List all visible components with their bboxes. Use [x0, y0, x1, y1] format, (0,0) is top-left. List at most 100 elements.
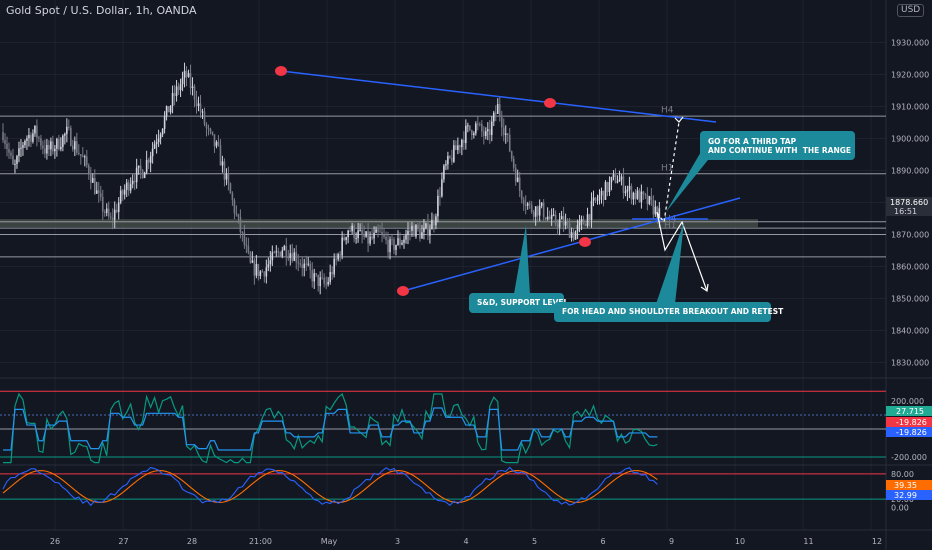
candle-body: [554, 214, 557, 224]
candle-body: [185, 70, 188, 77]
candle-body: [482, 131, 485, 136]
candle-body: [199, 103, 202, 113]
candle-body: [578, 221, 581, 226]
candle-body: [187, 73, 190, 77]
candle-body: [16, 156, 18, 164]
stoch-d-tag: [886, 480, 932, 490]
candle-body: [80, 154, 82, 156]
candle-body: [433, 220, 435, 226]
candle-body: [654, 206, 657, 215]
candle-body: [159, 134, 162, 139]
stoch-d-line: [2, 469, 658, 504]
candle-body: [363, 234, 365, 237]
price-axis-label: 1860.000: [891, 263, 929, 272]
candle-body: [612, 174, 615, 178]
candle-body: [626, 189, 629, 192]
candle-body: [504, 133, 507, 135]
candle-body: [139, 165, 142, 171]
candle-body: [490, 121, 493, 135]
candle-body: [455, 145, 457, 150]
candle-body: [465, 125, 467, 144]
candle-body: [618, 179, 621, 182]
candle-body: [289, 253, 292, 258]
level-label: H1: [664, 221, 677, 231]
candle-body: [197, 103, 200, 107]
candle-body: [486, 129, 489, 132]
callout-pointer-breakout: [656, 222, 684, 304]
candle-body: [91, 178, 94, 183]
candle-body: [584, 224, 587, 226]
candle-body: [598, 195, 601, 200]
candle-body: [241, 232, 244, 234]
candle-body: [550, 214, 553, 219]
candle-body: [552, 214, 555, 216]
candle-body: [74, 141, 76, 150]
trend-line-lower: [402, 197, 741, 292]
candle-body: [395, 245, 397, 250]
candle-body: [143, 172, 146, 179]
candle-body: [247, 246, 250, 253]
candle-body: [548, 216, 551, 219]
candle-body: [413, 225, 415, 237]
candle-body: [445, 164, 447, 166]
callout-third-tap: GO FOR A THIRD TAP AND CONTINUE WITH THE…: [700, 131, 855, 160]
candle-body: [367, 231, 369, 244]
bar-countdown: 16:51: [894, 207, 917, 216]
candle-body: [111, 217, 114, 220]
candle-body: [435, 216, 437, 226]
time-axis-label: 12: [872, 537, 882, 546]
candle-body: [568, 223, 571, 238]
stoch-k-line: [2, 466, 658, 507]
candle-body: [58, 138, 60, 150]
callout-pointer-third-tap: [666, 150, 712, 212]
candle-body: [303, 263, 306, 269]
candle-body: [4, 140, 6, 144]
candle-body: [457, 145, 459, 150]
candle-body: [291, 253, 294, 261]
candle-body: [425, 223, 427, 228]
candle-body: [379, 231, 381, 233]
candle-body: [333, 258, 335, 275]
candle-body: [357, 230, 359, 239]
projection-path-down: [656, 211, 708, 292]
time-axis-label: 11: [803, 537, 813, 546]
candle-body: [353, 225, 355, 239]
candle-body: [30, 134, 32, 142]
candle-body: [479, 123, 481, 125]
candle-body: [99, 193, 102, 197]
time-axis-label: 5: [532, 537, 537, 546]
candle-body: [636, 190, 639, 199]
candle-body: [572, 232, 575, 240]
candle-body: [355, 238, 357, 240]
candle-body: [500, 116, 503, 128]
candle-body: [119, 190, 122, 203]
candle-body: [26, 138, 28, 141]
candle-body: [193, 86, 196, 100]
candle-body: [207, 127, 210, 129]
candle-body: [522, 199, 525, 205]
candle-body: [151, 148, 154, 157]
candle-body: [83, 156, 86, 158]
candle-body: [14, 163, 16, 165]
candle-body: [371, 236, 373, 239]
candle-body: [275, 251, 278, 253]
projection-arrowhead-down: [700, 283, 709, 293]
candle-body: [6, 143, 8, 150]
candle-body: [530, 204, 533, 212]
candle-body: [175, 86, 178, 97]
candle-body: [459, 145, 461, 148]
price-axis-label: 1870.000: [891, 231, 929, 240]
candle-body: [305, 263, 308, 265]
candle-body: [415, 225, 417, 237]
candle-body: [269, 260, 272, 265]
currency-button[interactable]: USD: [897, 4, 925, 17]
candle-body: [403, 239, 405, 243]
candle-body: [610, 177, 613, 183]
candle-body: [78, 152, 80, 155]
candle-body: [105, 208, 108, 213]
candle-body: [263, 271, 266, 277]
candle-body: [429, 229, 431, 236]
candle-body: [620, 176, 623, 180]
symbol-title: Gold Spot / U.S. Dollar, 1h, OANDA: [6, 4, 197, 17]
